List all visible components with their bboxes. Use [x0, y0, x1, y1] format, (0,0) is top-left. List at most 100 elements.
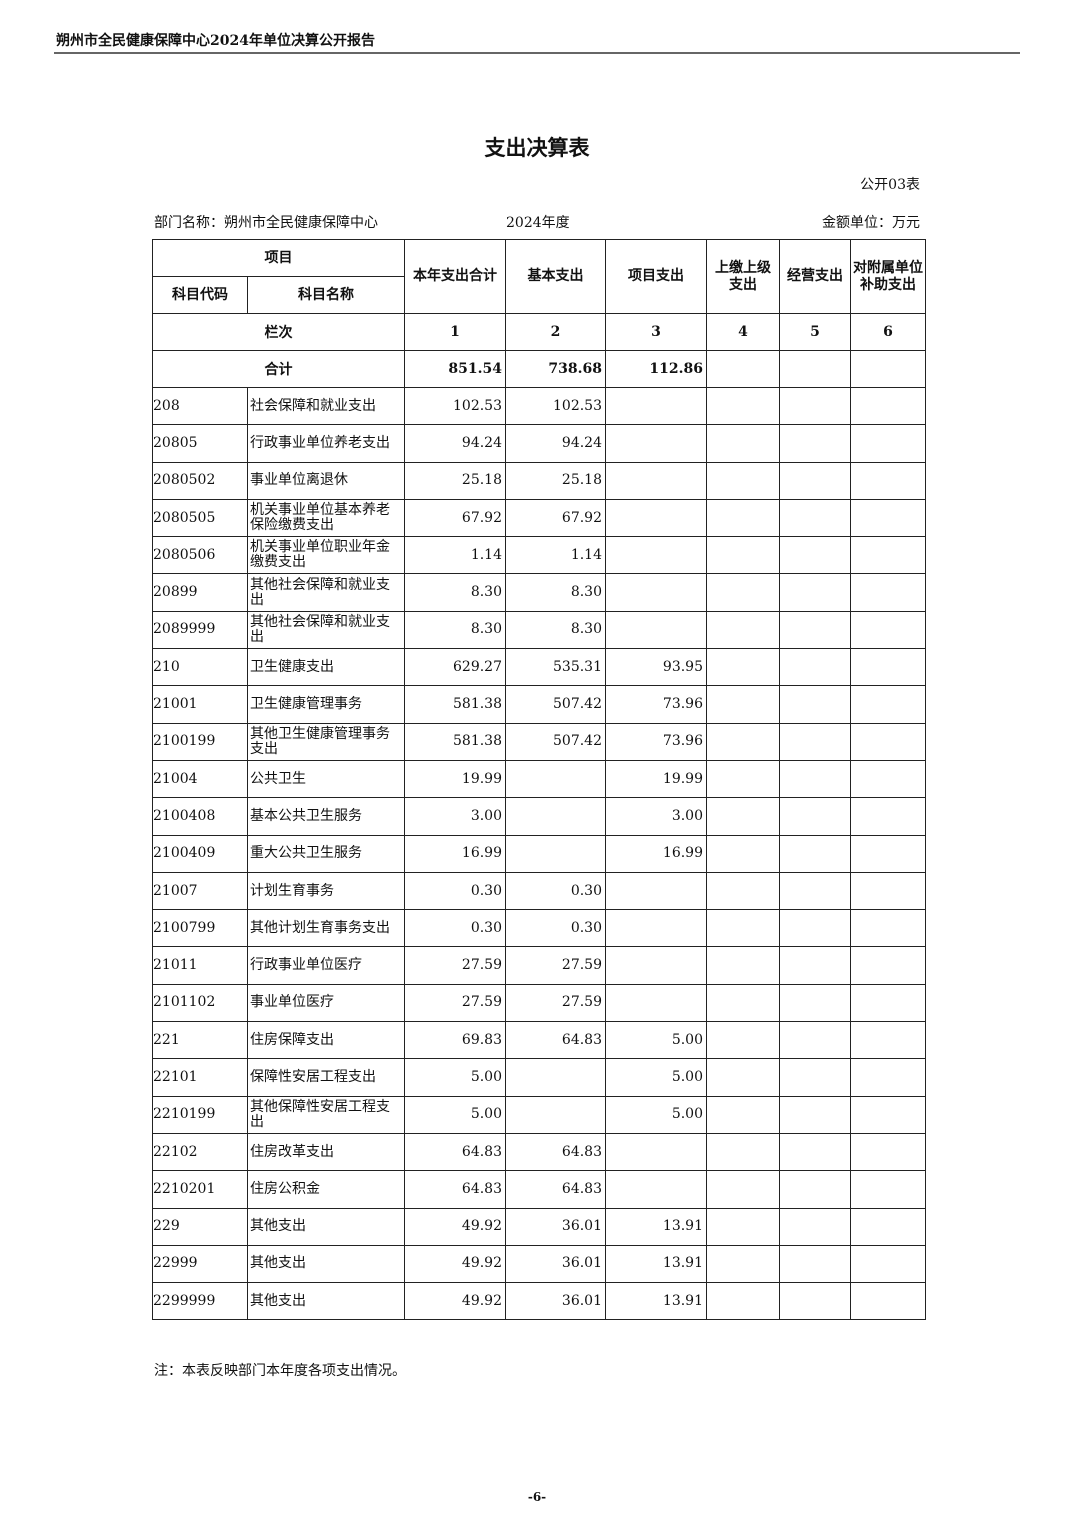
cell-project [605, 461, 707, 500]
cell-empty [706, 424, 780, 463]
cell-empty [779, 461, 851, 500]
col-index: 5 [779, 313, 851, 351]
cell-empty [850, 1282, 926, 1321]
cell-empty [850, 871, 926, 911]
cell-basic: 64.83 [505, 1021, 606, 1060]
cell-name: 住房保障支出 [247, 1021, 405, 1060]
cell-name: 基本公共卫生服务 [247, 797, 405, 836]
cell-total: 69.83 [404, 1021, 506, 1060]
cell-code: 229 [152, 1207, 248, 1246]
cell-code: 21001 [152, 685, 248, 724]
cell-project: 5.00 [605, 1058, 707, 1097]
cell-empty [779, 834, 851, 873]
table-row: 21004 公共卫生 19.99 19.99 [152, 759, 926, 799]
cell-basic: 25.18 [505, 461, 606, 500]
cell-code: 2089999 [152, 610, 248, 650]
cell-project: 13.91 [605, 1207, 707, 1246]
table-row: 2080505 机关事业单位基本养老保险缴费支出 67.92 67.92 [152, 498, 926, 538]
cell-empty [779, 983, 851, 1023]
cell-basic: 36.01 [505, 1207, 606, 1246]
cell-code: 2080506 [152, 536, 248, 575]
cell-empty [779, 685, 851, 724]
cell-empty [706, 722, 780, 761]
cell-empty [779, 610, 851, 650]
cell-empty [850, 648, 926, 687]
cell-empty [850, 685, 926, 724]
column-index-row: 栏次 1 2 3 4 5 6 [152, 313, 926, 351]
col-index: 2 [505, 313, 606, 351]
table-row: 2299999 其他支出 49.92 36.01 13.91 [152, 1282, 926, 1321]
total-label: 合计 [152, 350, 405, 388]
table-row: 2210199 其他保障性安居工程支出 5.00 5.00 [152, 1095, 926, 1134]
total-basic: 738.68 [505, 350, 606, 388]
cell-basic: 0.30 [505, 871, 606, 911]
col-header-subsidy: 对附属单位补助支出 [850, 239, 926, 314]
cell-name: 其他保障性安居工程支出 [247, 1095, 405, 1134]
cell-name: 其他计划生育事务支出 [247, 909, 405, 948]
cell-empty [850, 1132, 926, 1172]
cell-total: 581.38 [404, 722, 506, 761]
cell-project [605, 909, 707, 948]
cell-project [605, 536, 707, 575]
cell-code: 2101102 [152, 983, 248, 1023]
amount-unit: 金额单位：万元 [822, 215, 920, 231]
table-row: 22999 其他支出 49.92 36.01 13.91 [152, 1244, 926, 1284]
cell-project: 13.91 [605, 1244, 707, 1284]
cell-code: 20899 [152, 573, 248, 612]
col-header-total: 本年支出合计 [404, 239, 506, 314]
cell-empty [706, 461, 780, 500]
cell-code: 208 [152, 386, 248, 426]
cell-name: 行政事业单位医疗 [247, 946, 405, 985]
cell-total: 49.92 [404, 1207, 506, 1246]
cell-empty [850, 536, 926, 575]
running-header: 朔州市全民健康保障中心2024年单位决算公开报告 [56, 33, 375, 49]
cell-basic [505, 759, 606, 799]
cell-empty [850, 498, 926, 538]
department-name: 部门名称：朔州市全民健康保障中心 [154, 215, 378, 231]
cell-project [605, 573, 707, 612]
cell-empty [779, 1058, 851, 1097]
fiscal-year: 2024年度 [506, 215, 570, 231]
cell-name: 卫生健康支出 [247, 648, 405, 687]
cell-empty [850, 461, 926, 500]
col-header-basic: 基本支出 [505, 239, 606, 314]
cell-basic: 8.30 [505, 573, 606, 612]
cell-empty [706, 1170, 780, 1209]
cell-total: 8.30 [404, 573, 506, 612]
cell-empty [706, 1207, 780, 1246]
cell-project [605, 871, 707, 911]
table-row: 21007 计划生育事务 0.30 0.30 [152, 871, 926, 911]
cell-empty [850, 1207, 926, 1246]
cell-empty [706, 871, 780, 911]
cell-empty [706, 498, 780, 538]
cell-project [605, 386, 707, 426]
cell-basic: 102.53 [505, 386, 606, 426]
cell-total: 27.59 [404, 983, 506, 1023]
col-index: 6 [850, 313, 926, 351]
page-number: -6- [527, 1490, 547, 1504]
cell-empty [706, 1021, 780, 1060]
cell-empty [779, 573, 851, 612]
cell-basic: 67.92 [505, 498, 606, 538]
cell-project [605, 1170, 707, 1209]
cell-total: 94.24 [404, 424, 506, 463]
cell-empty [850, 573, 926, 612]
table-row: 2101102 事业单位医疗 27.59 27.59 [152, 983, 926, 1023]
cell-basic: 535.31 [505, 648, 606, 687]
cell-name: 其他支出 [247, 1244, 405, 1284]
cell-empty [779, 1132, 851, 1172]
cell-empty [779, 722, 851, 761]
cell-empty [779, 1244, 851, 1284]
table-row: 22102 住房改革支出 64.83 64.83 [152, 1132, 926, 1172]
cell-empty [706, 386, 780, 426]
cell-basic [505, 834, 606, 873]
cell-empty [850, 424, 926, 463]
cell-code: 221 [152, 1021, 248, 1060]
cell-empty [850, 722, 926, 761]
table-row: 2080506 机关事业单位职业年金缴费支出 1.14 1.14 [152, 536, 926, 575]
col-index: 3 [605, 313, 707, 351]
col-header-project: 项目支出 [605, 239, 707, 314]
cell-total: 5.00 [404, 1058, 506, 1097]
cell-name: 卫生健康管理事务 [247, 685, 405, 724]
cell-basic: 64.83 [505, 1170, 606, 1209]
